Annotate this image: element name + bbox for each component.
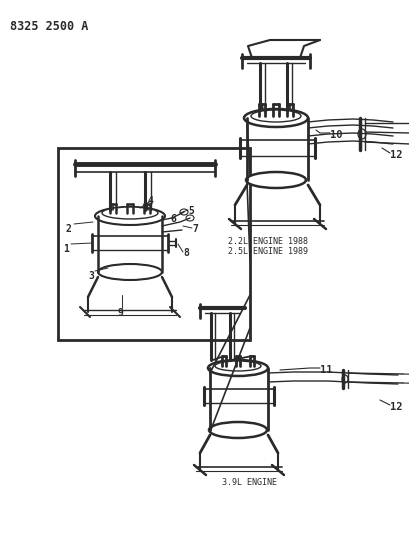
Text: 8: 8	[182, 248, 189, 258]
Text: 4: 4	[148, 196, 153, 206]
Text: 9: 9	[118, 308, 124, 318]
Ellipse shape	[180, 209, 188, 215]
Ellipse shape	[214, 361, 261, 371]
Text: 11: 11	[319, 365, 332, 375]
Text: 7: 7	[191, 224, 198, 234]
Text: 8325 2500 A: 8325 2500 A	[10, 20, 88, 33]
Text: 2: 2	[66, 224, 72, 234]
Ellipse shape	[207, 360, 267, 376]
Text: 10: 10	[329, 130, 342, 140]
Bar	[58, 148, 249, 340]
Ellipse shape	[245, 172, 305, 188]
Ellipse shape	[186, 215, 193, 221]
Text: 1: 1	[63, 244, 69, 254]
Ellipse shape	[341, 375, 347, 383]
Text: 3.9L ENGINE: 3.9L ENGINE	[221, 478, 276, 487]
Ellipse shape	[209, 422, 266, 438]
Text: 6: 6	[170, 214, 175, 224]
Ellipse shape	[243, 109, 307, 127]
Ellipse shape	[95, 207, 164, 225]
Ellipse shape	[250, 110, 300, 122]
Text: 12: 12	[389, 402, 402, 412]
Ellipse shape	[102, 207, 157, 219]
Text: 5: 5	[188, 206, 193, 216]
Text: 12: 12	[389, 150, 402, 160]
Ellipse shape	[357, 129, 365, 139]
Text: 2.2L ENGINE 1988
2.5L ENGINE 1989: 2.2L ENGINE 1988 2.5L ENGINE 1989	[227, 237, 307, 256]
Text: 3: 3	[88, 271, 94, 281]
Ellipse shape	[98, 264, 162, 280]
